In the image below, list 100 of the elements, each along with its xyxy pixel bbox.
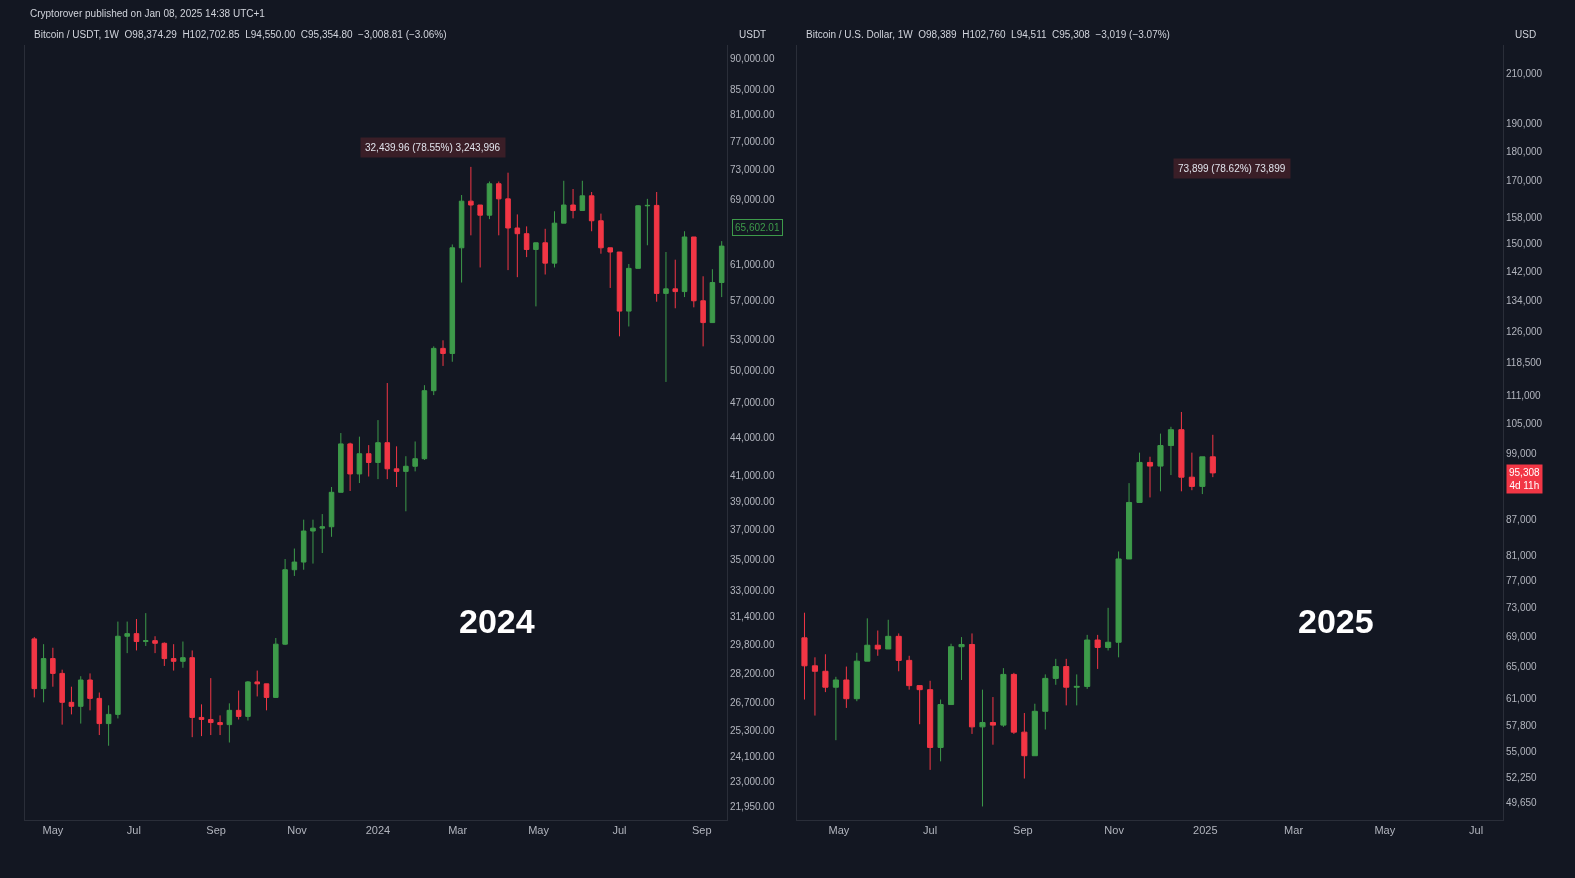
candlestick [430, 345, 437, 396]
candlestick [96, 692, 103, 736]
candlestick [393, 445, 400, 488]
candlestick [50, 647, 56, 688]
candlestick [822, 653, 829, 693]
x-tick-label: Nov [287, 824, 308, 837]
candlestick [832, 676, 839, 741]
candlestick [588, 191, 595, 232]
candlestick [468, 166, 474, 236]
y-tick-label: 33,000.00 [730, 584, 775, 596]
candlestick [1084, 634, 1091, 690]
candlestick [1031, 703, 1038, 757]
candlestick [1167, 426, 1175, 476]
y-tick-label: 73,000 [1506, 602, 1538, 614]
candlestick [811, 656, 819, 717]
candlestick [979, 689, 986, 807]
y-tick-label: 105,000 [1506, 418, 1543, 430]
candlestick [124, 621, 130, 654]
candlestick [927, 680, 934, 771]
candlestick [663, 251, 669, 383]
y-tick-label: 21,950.00 [730, 800, 775, 812]
candlestick [616, 251, 623, 337]
candlestick [263, 683, 270, 711]
y-tick-label: 118,500 [1506, 357, 1542, 369]
candlestick [77, 675, 84, 725]
candlestick [115, 621, 121, 719]
candlestick [161, 641, 168, 667]
text: Cryptorover published on Jan 08, 2025 14:38 UTC+1 [30, 8, 266, 19]
y-tick-label: 150,000 [1506, 237, 1543, 249]
candlestick [948, 643, 955, 706]
y-tick-label: 57,800 [1506, 720, 1538, 732]
candlestick [505, 172, 511, 271]
candlestick [561, 180, 567, 224]
candlestick [384, 382, 391, 480]
y-tick-label: 39,000.00 [730, 496, 775, 508]
candlestick [375, 419, 381, 480]
candlestick [885, 619, 892, 650]
y-tick-label: 190,000 [1506, 118, 1543, 130]
x-tick-label: May [1374, 824, 1396, 837]
candlestick [570, 188, 576, 219]
y-tick-label: 134,000 [1506, 294, 1543, 306]
text: 65,602.01 [735, 222, 780, 233]
candlestick [1188, 452, 1195, 491]
x-tick-label: Jul [612, 824, 627, 837]
y-tick-label: 77,000 [1506, 575, 1538, 587]
x-tick-label: Sep [692, 824, 712, 837]
candlestick [189, 649, 195, 738]
x-tick-label: Mar [1284, 824, 1304, 837]
candlestick [533, 242, 539, 307]
candlestick [579, 180, 586, 211]
candlestick [1125, 482, 1133, 560]
y-tick-label: 180,000 [1506, 145, 1543, 157]
text: 95,308 4d 11h [1509, 467, 1541, 491]
candlestick [864, 617, 871, 662]
y-tick-label: 111,000 [1506, 390, 1542, 402]
candlestick [300, 519, 307, 571]
candlestick [198, 703, 205, 737]
y-tick-label: 31,400.00 [730, 610, 775, 622]
candlestick [1042, 673, 1049, 730]
candlestick [40, 643, 47, 703]
candlestick [1146, 456, 1154, 498]
candlestick [68, 686, 75, 715]
y-tick-label: 81,000 [1506, 549, 1538, 561]
y-tick-label: 28,200.00 [730, 667, 775, 679]
candlestick [1178, 411, 1185, 492]
x-tick-label: Jul [126, 824, 141, 837]
y-tick-label: 55,000 [1506, 745, 1538, 757]
candlestick [1115, 550, 1122, 658]
candlestick [356, 436, 363, 484]
y-tick-label: 69,000.00 [730, 194, 775, 206]
candlestick [449, 243, 456, 363]
candlestick [245, 680, 251, 721]
candlestick [542, 228, 548, 276]
candlestick [958, 636, 965, 681]
y-tick-label: 35,000.00 [730, 553, 775, 565]
y-axis-title: USDT [739, 29, 767, 40]
candlestick [718, 240, 725, 298]
x-tick-label: Sep [1013, 824, 1033, 837]
annotation: 73,899 (78.62%) 73,899 [1178, 163, 1286, 174]
candlestick [551, 210, 558, 268]
y-tick-label: 53,000.00 [730, 333, 775, 345]
chart-subtitle: Bitcoin / USDT, 1W O98,374.29 H102,702.85 L94,550.00 C95,354.80 −3,008.81 (−3.06%) [34, 29, 447, 40]
candlestick [681, 230, 688, 298]
candlestick [653, 191, 660, 303]
candlestick [691, 236, 697, 308]
candlestick [1063, 658, 1070, 706]
chart-subtitle: Bitcoin / U.S. Dollar, 1W O98,389 H102,760 L94,511 C95,308 −3,019 (−3.07%) [806, 29, 1170, 40]
candlestick [338, 432, 344, 493]
x-tick-label: 2024 [365, 824, 391, 837]
candlestick [208, 677, 214, 736]
x-tick-label: May [828, 824, 850, 837]
candlestick [1209, 434, 1216, 478]
candlestick [440, 339, 446, 367]
y-tick-label: 90,000.00 [730, 53, 775, 65]
candlestick [235, 690, 242, 720]
candlestick [853, 652, 860, 702]
candlestick [365, 444, 372, 478]
candlestick [607, 247, 613, 289]
candlestick [59, 669, 65, 726]
candlestick [709, 268, 716, 324]
